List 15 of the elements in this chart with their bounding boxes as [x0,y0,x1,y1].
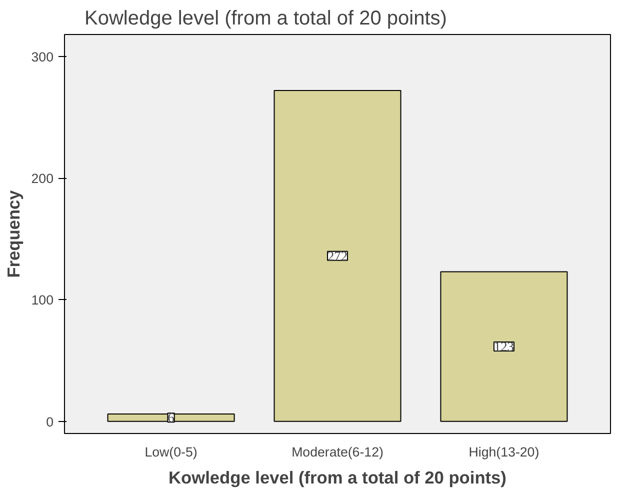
y-tick-label: 200 [31,171,54,186]
bar [440,271,568,422]
x-tick-label: High(13-20) [468,444,540,460]
chart-title: Kowledge level (from a total of 20 points) [84,8,447,30]
y-axis-title: Frequency [3,190,24,278]
x-tick-label: Low(0-5) [144,444,198,460]
y-tick-label: 100 [31,292,54,308]
x-tick-label: Moderate(6-12) [292,444,384,460]
data-label: 272 [328,248,348,264]
y-tick-label: 300 [31,49,54,64]
bar [107,414,235,422]
bar [274,90,402,422]
x-axis-title: Kowledge level (from a total of 20 points) [168,468,506,488]
data-label: 123 [494,339,514,354]
y-tick-label: 0 [46,414,54,430]
